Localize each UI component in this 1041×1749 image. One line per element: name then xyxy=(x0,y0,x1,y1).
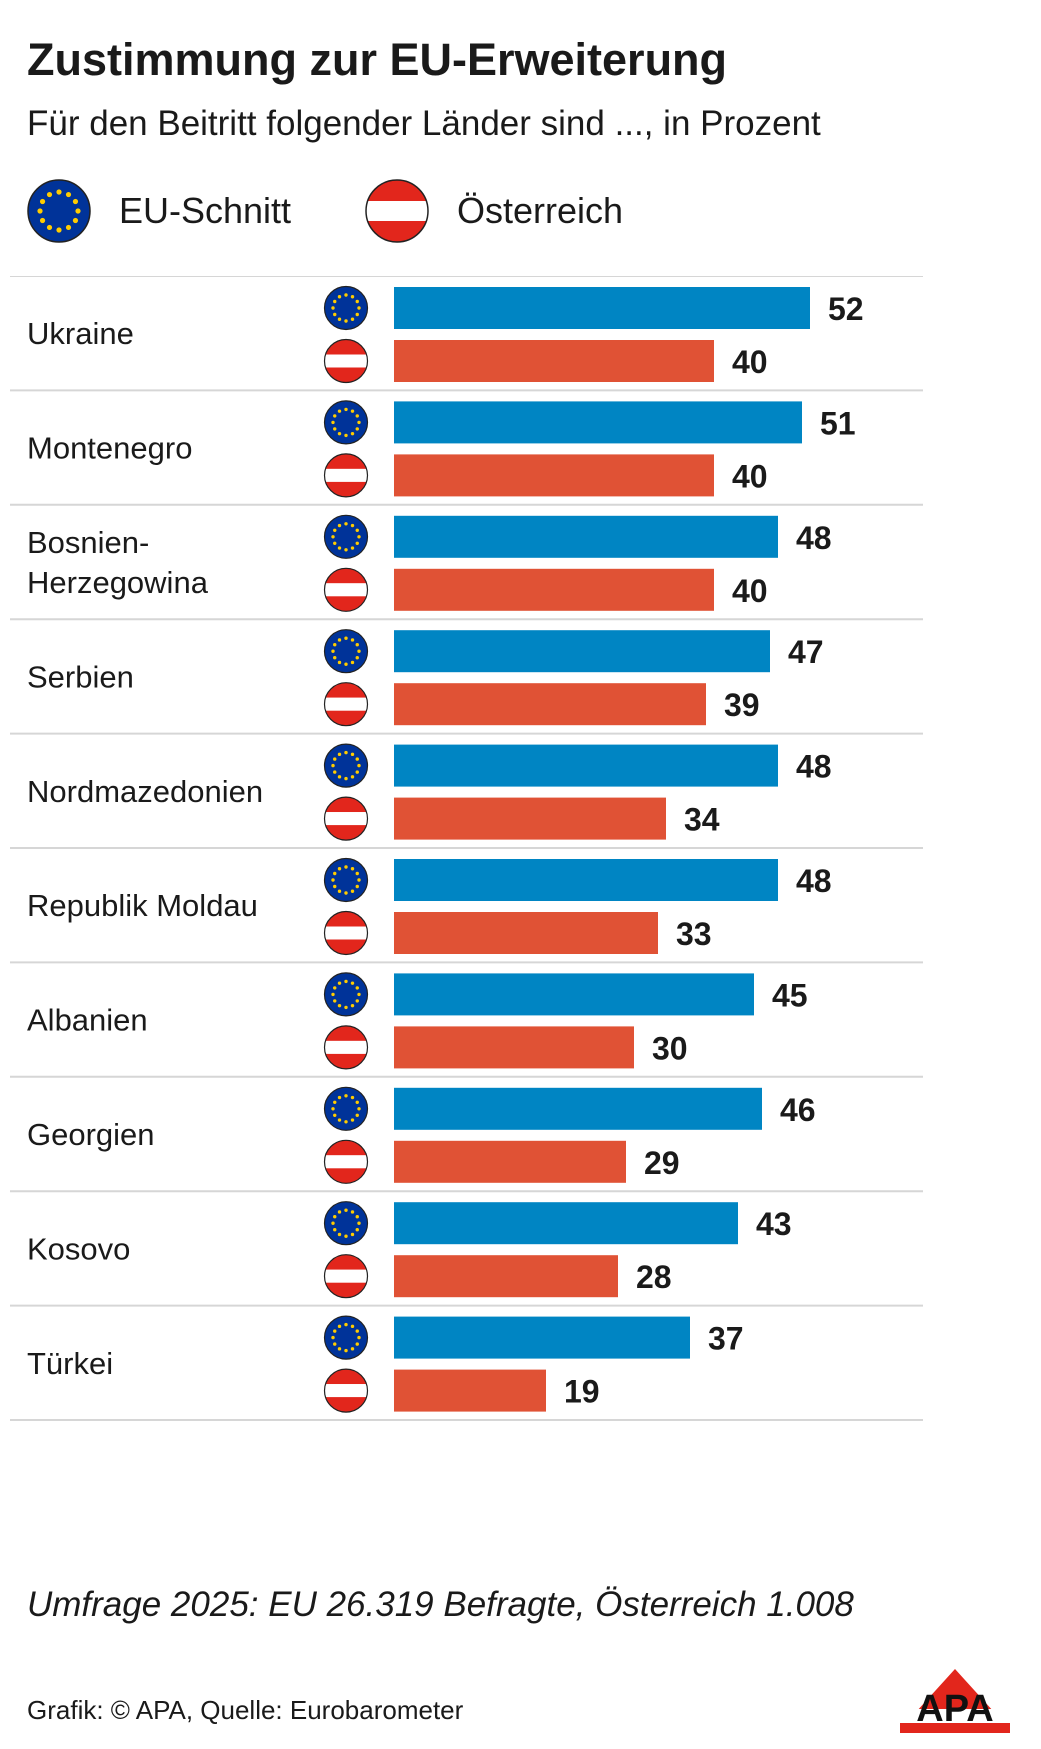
bar xyxy=(394,744,778,787)
bar xyxy=(394,340,714,382)
value-label: 48 xyxy=(796,749,832,785)
value-label: 43 xyxy=(756,1206,792,1242)
value-label: 28 xyxy=(636,1259,672,1295)
legend-label-eu: EU-Schnitt xyxy=(119,190,292,231)
value-label: 37 xyxy=(708,1321,744,1357)
bar xyxy=(394,797,666,840)
austria-flag-icon xyxy=(323,796,369,841)
legend-item-at: Österreich xyxy=(365,175,623,247)
bar xyxy=(394,1255,618,1298)
legend-label-at: Österreich xyxy=(457,190,624,231)
bar xyxy=(394,515,778,558)
legend: EU-Schnitt Österreich xyxy=(27,175,927,247)
austria-flag-icon xyxy=(323,910,369,956)
bar xyxy=(394,401,802,444)
eu-flag-icon xyxy=(323,1086,369,1131)
category-row: Kosovo 43 28 xyxy=(27,1201,792,1299)
category-label: Albanien xyxy=(27,1003,148,1038)
apa-logo-text: APA xyxy=(916,1688,993,1730)
eu-flag-icon xyxy=(323,285,369,331)
bar xyxy=(394,683,706,726)
eu-flag-icon xyxy=(323,629,369,674)
bar xyxy=(394,287,810,329)
value-label: 30 xyxy=(652,1030,688,1066)
bar xyxy=(394,1026,634,1069)
value-label: 45 xyxy=(772,977,808,1013)
category-label: Kosovo xyxy=(27,1231,130,1266)
austria-flag-icon xyxy=(323,1254,369,1299)
value-label: 19 xyxy=(564,1374,600,1410)
value-label: 33 xyxy=(676,916,712,952)
bar xyxy=(394,454,714,497)
value-label: 40 xyxy=(732,344,768,380)
austria-flag-icon xyxy=(323,682,369,727)
eu-flag-icon xyxy=(323,400,369,445)
eu-flag-icon xyxy=(323,857,369,903)
category-row: Montenegro 51 40 xyxy=(27,400,856,498)
value-label: 39 xyxy=(724,687,760,723)
value-label: 48 xyxy=(796,863,832,899)
category-label: Republik Moldau xyxy=(27,888,258,923)
legend-item-eu: EU-Schnitt xyxy=(27,175,291,247)
bar xyxy=(394,912,658,954)
bar xyxy=(394,859,778,901)
bar xyxy=(394,973,754,1016)
category-row: Türkei 37 19 xyxy=(27,1315,744,1413)
category-label: Montenegro xyxy=(27,431,192,466)
bar-chart: Ukraine5240Montenegro5140Bosnien-Herzego… xyxy=(10,276,923,1421)
value-label: 40 xyxy=(732,573,768,609)
austria-flag-icon xyxy=(323,1368,369,1413)
category-row: Albanien 45 30 xyxy=(27,972,808,1070)
value-label: 47 xyxy=(788,634,824,670)
eu-flag-icon xyxy=(323,743,369,788)
value-label: 34 xyxy=(684,802,720,838)
apa-logo: APA xyxy=(900,1669,1010,1733)
category-label: Türkei xyxy=(27,1346,113,1381)
category-row: Ukraine 52 40 xyxy=(27,285,864,384)
category-label: Ukraine xyxy=(27,316,134,351)
austria-flag-icon xyxy=(323,338,369,384)
value-label: 52 xyxy=(828,291,864,327)
chart-subtitle: Für den Beitritt folgender Länder sind .… xyxy=(27,104,821,143)
bar xyxy=(394,630,770,673)
bar xyxy=(394,1369,546,1412)
category-row: Georgien 46 29 xyxy=(27,1086,816,1184)
bar xyxy=(394,1316,690,1359)
category-row: Serbien 47 39 xyxy=(27,629,824,727)
credit-line: Grafik: © APA, Quelle: Eurobarometer xyxy=(27,1695,464,1725)
austria-flag-icon xyxy=(323,453,369,498)
bar xyxy=(394,1087,762,1130)
bar xyxy=(394,1140,626,1183)
footnote: Umfrage 2025: EU 26.319 Befragte, Österr… xyxy=(27,1585,854,1624)
category-label: Georgien xyxy=(27,1117,155,1152)
eu-flag-icon xyxy=(27,179,91,243)
austria-flag-icon xyxy=(365,179,429,243)
category-label: Bosnien-Herzegowina xyxy=(27,525,209,600)
bar xyxy=(394,568,714,611)
category-row: Bosnien-Herzegowina 48 40 xyxy=(27,514,832,612)
category-label: Serbien xyxy=(27,659,134,694)
austria-flag-icon xyxy=(323,567,369,612)
austria-flag-icon xyxy=(323,1139,369,1184)
chart-title: Zustimmung zur EU-Erweiterung xyxy=(27,34,728,85)
eu-flag-icon xyxy=(323,972,369,1017)
value-label: 51 xyxy=(820,405,856,441)
eu-flag-icon xyxy=(323,1315,369,1360)
value-label: 46 xyxy=(780,1092,816,1128)
bar xyxy=(394,1202,738,1245)
category-row: Nordmazedonien 48 34 xyxy=(27,743,832,841)
category-label: Nordmazedonien xyxy=(27,774,263,809)
austria-flag-icon xyxy=(323,1025,369,1070)
value-label: 48 xyxy=(796,520,832,556)
category-row: Republik Moldau 48 33 xyxy=(27,857,832,956)
value-label: 40 xyxy=(732,458,768,494)
eu-flag-icon xyxy=(323,1201,369,1246)
eu-flag-icon xyxy=(323,514,369,559)
value-label: 29 xyxy=(644,1145,680,1181)
